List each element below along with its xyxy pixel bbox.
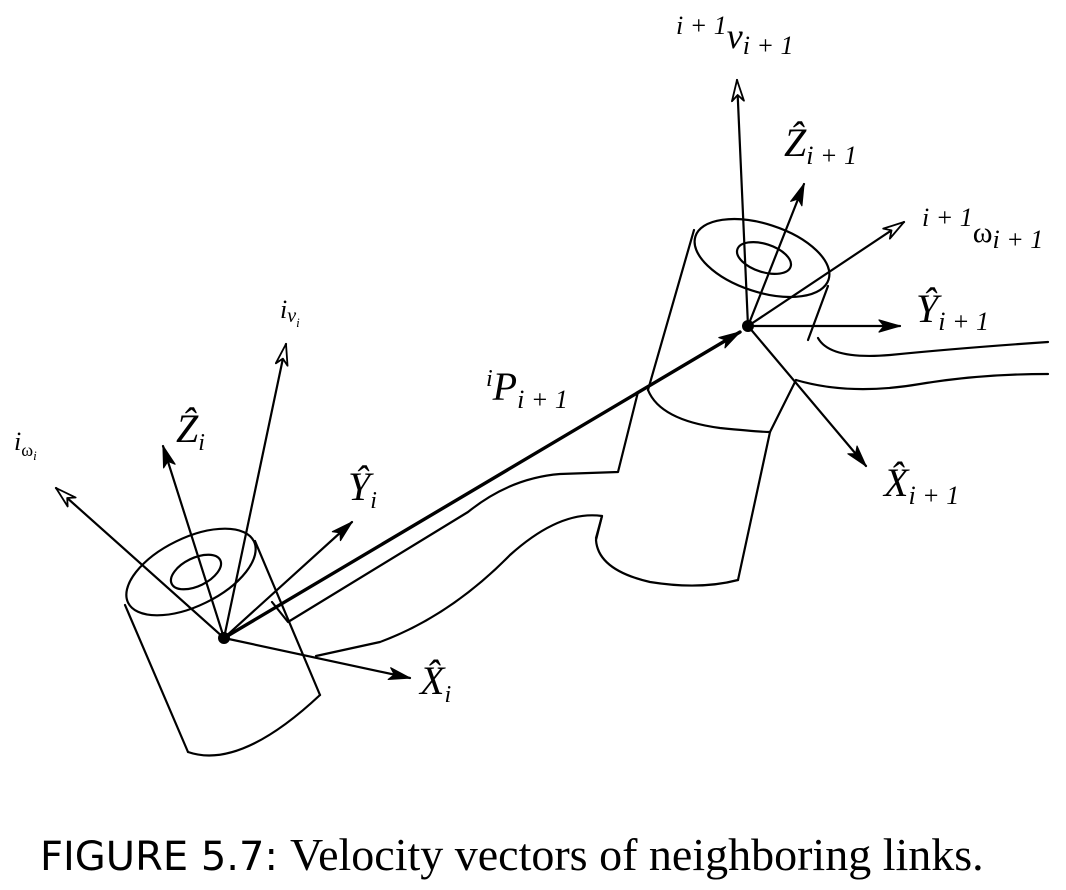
label-v-i: iνi [280, 295, 300, 330]
v-i-arrow [222, 342, 289, 640]
label-x-i1: X̂i + 1 [882, 460, 959, 510]
label-omega-i1: i + 1ωi + 1 [922, 203, 1043, 254]
link-body [270, 336, 1050, 658]
label-z-i: Ẑi [176, 406, 205, 456]
position-vector-arrow [222, 330, 742, 640]
frame-i-vectors [54, 330, 742, 681]
label-x-i: X̂i [418, 658, 451, 708]
x-i1-arrow [746, 324, 868, 468]
label-y-i: Ŷi [348, 464, 377, 514]
diagram-labels: iνi iωi Ẑi Ŷi X̂i iPi + 1 i + 1νi + 1 Ẑi… [14, 11, 1043, 708]
v-i1-arrow [731, 78, 750, 328]
frame-i1-vectors [731, 78, 906, 468]
label-y-i1: Ŷi + 1 [916, 286, 989, 336]
y-i-arrow [222, 520, 354, 640]
z-i1-arrow [746, 182, 806, 328]
joint-i1-cylinder [594, 217, 831, 587]
label-v-i1: i + 1νi + 1 [676, 11, 794, 60]
caption-text: Velocity vectors of neighboring links. [290, 829, 984, 880]
caption-label: FIGURE 5.7: [40, 834, 278, 880]
origin-i-dot [218, 632, 230, 644]
omega-i-arrow [54, 486, 226, 640]
label-z-i1: Ẑi + 1 [784, 120, 857, 170]
label-omega-i: iωi [14, 427, 37, 463]
origin-i1-dot [742, 320, 754, 332]
z-i-arrow [161, 444, 226, 640]
figure-caption: FIGURE 5.7: Velocity vectors of neighbor… [40, 829, 984, 880]
x-i-arrow [222, 636, 412, 681]
joint-i-cylinder [123, 527, 322, 757]
label-position-vector: iPi + 1 [486, 364, 568, 414]
omega-i1-arrow [746, 220, 906, 328]
